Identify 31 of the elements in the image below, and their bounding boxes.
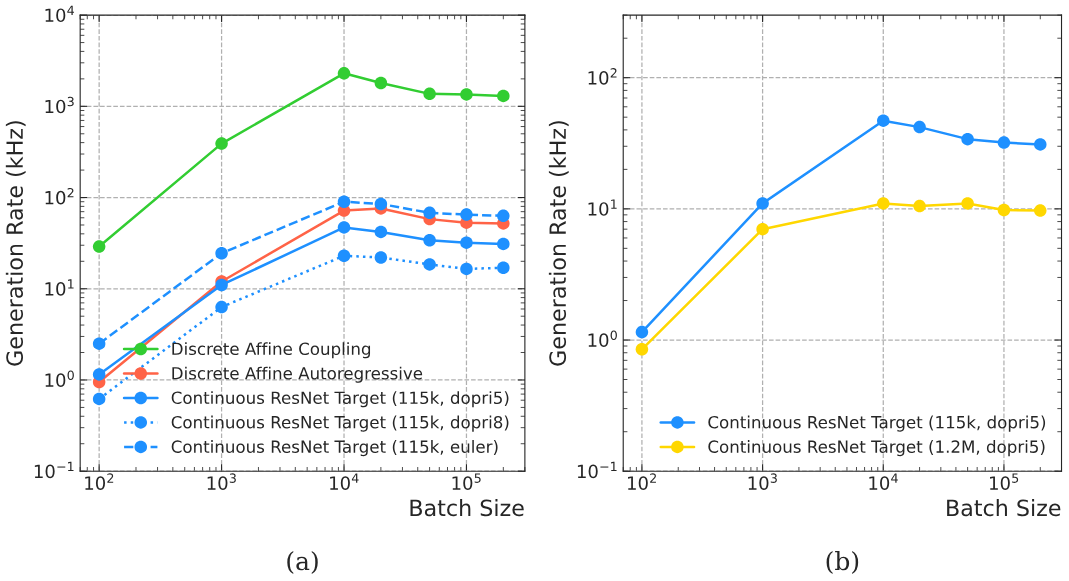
x-tick-label: 10$^{2}$ [628,473,656,490]
x-tick-label: 10$^{4}$ [330,473,359,490]
legend-label: Continuous ResNet Target (115k, euler) [171,440,498,457]
x-axis-title: Batch Size [410,499,524,517]
text: (a) [287,551,318,574]
text: (b) [826,551,859,574]
x-tick-label: 10$^{5}$ [452,473,481,490]
y-tick-label: 10$^{2}$ [588,68,617,85]
y-tick-label: 10$^{1}$ [45,279,74,296]
x-tick-label: 10$^{5}$ [990,473,1019,490]
legend-label: Discrete Affine Autoregressive [172,366,423,383]
y-axis-title: Generation Rate (kHz) [548,121,569,366]
x-tick-label: 10$^{3}$ [748,473,777,490]
legend-label: Continuous ResNet Target (1.2M, dopri5) [708,440,1045,457]
legend-label: Discrete Affine Coupling [172,342,371,359]
x-tick-label: 10$^{3}$ [207,473,236,490]
x-tick-label: 10$^{4}$ [869,473,898,490]
x-axis-title: Batch Size [947,499,1061,517]
legend-label: Continuous ResNet Target (115k, dopri8) [171,415,509,432]
x-tick-label: 10$^{2}$ [85,473,114,490]
y-tick-label: 10$^{0}$ [45,370,74,387]
y-tick-label: 10$^{3}$ [45,96,74,114]
y-tick-label: 10$^{−1}$ [34,461,74,479]
y-tick-label: 10$^{0}$ [588,330,617,347]
y-tick-label: 10$^{2}$ [45,187,74,205]
y-tick-label: 10$^{1}$ [588,199,617,216]
y-axis-title: Generation Rate (kHz) [5,121,26,366]
legend-label: Continuous ResNet Target (115k, dopri5) [708,415,1046,432]
legend-label: Continuous ResNet Target (115k, dopri5) [171,391,509,408]
y-tick-label: 10$^{4}$ [45,5,75,23]
y-tick-label: 10$^{−1}$ [577,461,617,479]
